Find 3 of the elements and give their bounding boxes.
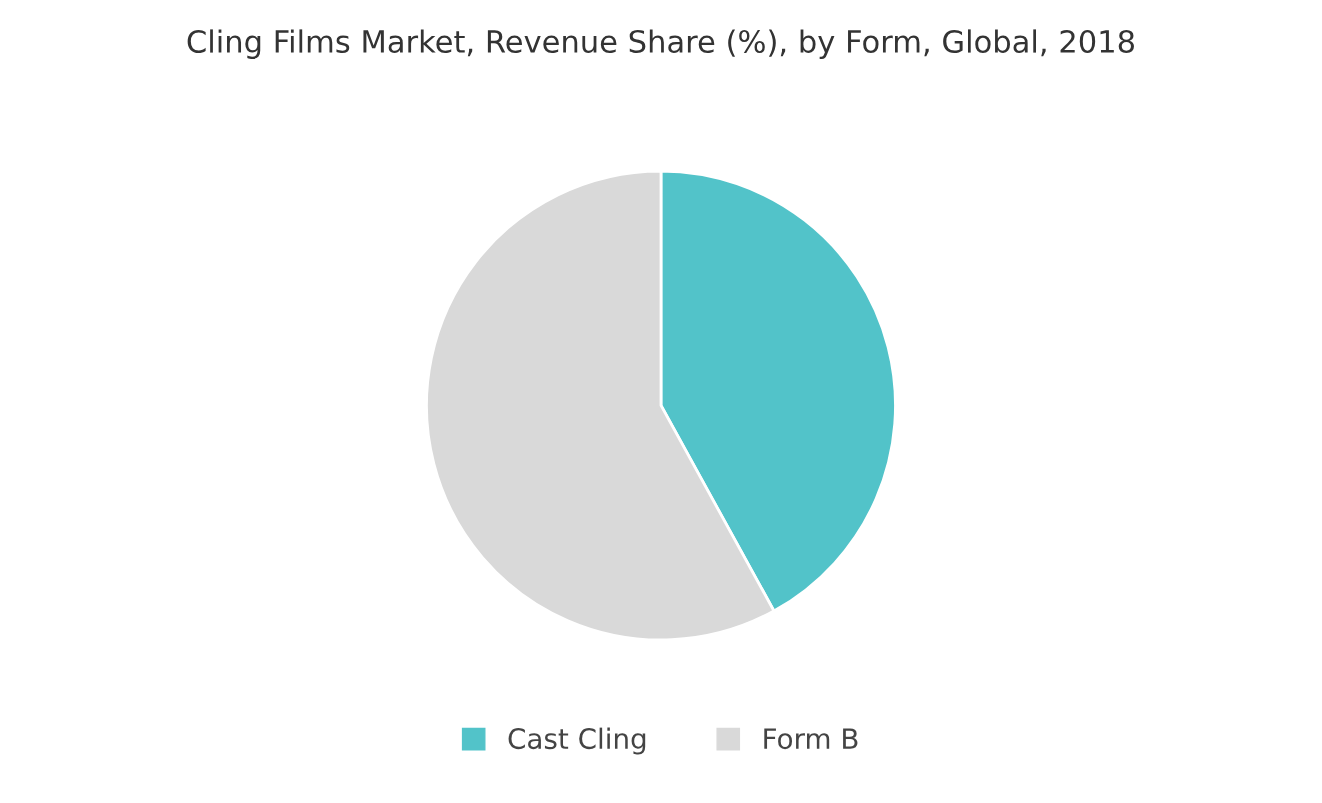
chart-title: Cling Films Market, Revenue Share (%), by Form, Global, 2018 — [187, 29, 1134, 59]
legend-label: Cast Cling — [508, 727, 646, 755]
legend-label: Form B — [764, 728, 858, 750]
